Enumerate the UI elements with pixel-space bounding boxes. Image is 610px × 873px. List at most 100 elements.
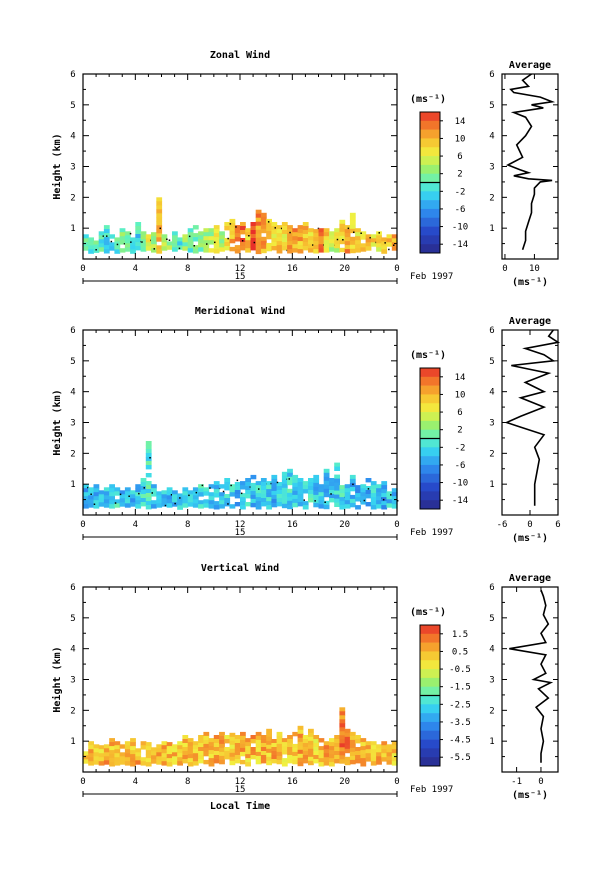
meridional-heatmap-cell: [370, 493, 377, 498]
vertical-heatmap-cell: [308, 744, 314, 750]
vertical-heatmap-cell: [219, 747, 225, 753]
meridional-heatmap-cell: [135, 496, 142, 501]
vertical-heatmap-cell: [192, 753, 199, 758]
meridional-heatmap-cell: [370, 481, 377, 486]
zonal-average-y-tick-label: 2: [489, 193, 494, 203]
meridional-heatmap-cell: [287, 488, 293, 494]
vertical-heatmap-cell: [276, 743, 283, 749]
vertical-heatmap-cell: [234, 747, 241, 752]
meridional-heatmap-cell: [287, 492, 293, 498]
meridional-heatmap-cell: [145, 489, 152, 494]
meridional-heatmap-cell: [276, 494, 283, 499]
meridional-heatmap-cell: [271, 502, 278, 508]
vertical-heatmap-cell: [140, 741, 147, 746]
zonal-colorbar-swatch: [420, 217, 440, 227]
zonal-heatmap-cell: [130, 245, 136, 250]
vertical-heatmap-cell: [386, 744, 393, 749]
vertical-y-tick-label: 5: [70, 614, 75, 624]
zonal-heatmap-cell: [381, 237, 388, 242]
vertical-heatmap-cell: [334, 743, 340, 748]
zonal-contour-dot: [235, 226, 237, 228]
zonal-heatmap-cell: [83, 242, 89, 247]
zonal-heatmap-cell: [166, 241, 173, 246]
meridional-heatmap-cell: [360, 500, 367, 505]
vertical-heatmap-cell: [391, 761, 398, 766]
vertical-heatmap-cell: [302, 739, 309, 744]
vertical-heatmap-cell: [355, 747, 361, 752]
zonal-heatmap-cell: [135, 226, 142, 231]
zonal-heatmap-cell: [103, 249, 110, 254]
meridional-heatmap-cell: [365, 490, 372, 495]
vertical-heatmap-cell: [88, 745, 94, 750]
vertical-heatmap-cell: [93, 748, 100, 753]
meridional-heatmap-cell: [370, 497, 377, 502]
meridional-contour-dot: [288, 478, 290, 480]
meridional-heatmap-cell: [83, 504, 89, 509]
meridional-heatmap-cell: [98, 490, 105, 495]
vertical-heatmap-cell: [124, 753, 131, 758]
vertical-heatmap-cell: [376, 756, 382, 761]
meridional-heatmap-cell: [145, 485, 152, 490]
vertical-heatmap-cell: [182, 735, 189, 740]
vertical-heatmap-cell: [88, 761, 94, 766]
zonal-heatmap-cell: [260, 236, 267, 242]
meridional-day-label: 15: [235, 528, 246, 538]
meridional-heatmap-cell: [208, 492, 215, 497]
meridional-x-tick-label: 8: [185, 520, 190, 530]
vertical-heatmap-cell: [297, 729, 304, 735]
meridional-heatmap-cell: [292, 482, 299, 488]
zonal-heatmap-cell: [318, 232, 325, 237]
vertical-heatmap-cell: [229, 756, 236, 762]
meridional-heatmap-cell: [192, 491, 199, 496]
vertical-heatmap-cell: [260, 751, 267, 756]
vertical-heatmap-cell: [334, 751, 340, 756]
vertical-heatmap-cell: [260, 747, 267, 752]
vertical-heatmap-cell: [281, 742, 288, 747]
meridional-average-y-tick-label: 6: [489, 326, 494, 336]
vertical-colorbar-tick-label: 0.5: [452, 647, 468, 657]
zonal-heatmap-cell: [250, 222, 257, 227]
zonal-heatmap-cell: [318, 244, 325, 249]
zonal-heatmap-cell: [240, 230, 246, 235]
vertical-heatmap-cell: [240, 739, 246, 745]
zonal-colorbar-tick-label: -2: [455, 187, 466, 197]
vertical-heatmap-cell: [166, 758, 173, 763]
meridional-heatmap-cell: [334, 498, 340, 503]
vertical-heatmap-cell: [224, 735, 231, 740]
zonal-heatmap-cell: [213, 229, 220, 234]
vertical-heatmap-cell: [339, 755, 346, 760]
zonal-heatmap-cell: [344, 233, 351, 238]
zonal-heatmap-cell: [355, 244, 361, 249]
zonal-heatmap-cell: [344, 249, 351, 254]
zonal-heatmap-cell: [260, 220, 267, 226]
zonal-heatmap-cell: [229, 218, 236, 224]
vertical-heatmap-cell: [130, 762, 136, 767]
meridional-heatmap-cell: [198, 484, 204, 489]
zonal-heatmap-cell: [213, 233, 220, 238]
vertical-heatmap-cell: [329, 738, 335, 743]
zonal-heatmap-cell: [119, 236, 126, 241]
vertical-heatmap-cell: [292, 755, 299, 761]
vertical-x-tick-label: 16: [287, 777, 298, 787]
meridional-heatmap-cell: [88, 487, 94, 492]
vertical-heatmap-cell: [109, 746, 115, 751]
zonal-heatmap-cell: [297, 225, 304, 230]
meridional-contour-dot: [174, 502, 176, 505]
zonal-heatmap-cell: [234, 245, 241, 250]
vertical-heatmap-cell: [376, 744, 382, 749]
vertical-heatmap-cell: [344, 744, 351, 750]
zonal-heatmap-cell: [234, 237, 241, 242]
zonal-heatmap-cell: [376, 243, 382, 248]
meridional-heatmap-cell: [376, 488, 382, 493]
meridional-heatmap-cell: [245, 502, 251, 507]
meridional-average-y-tick-label: 3: [489, 419, 494, 429]
meridional-heatmap-cell: [297, 498, 304, 503]
meridional-heatmap-cell: [308, 494, 314, 499]
zonal-heatmap-cell: [287, 249, 293, 254]
zonal-heatmap-cell: [255, 233, 262, 239]
vertical-average-panel: Average 1 2 3 4 5 6 -1 0 (ms⁻¹): [489, 573, 559, 801]
vertical-heatmap-cell: [281, 750, 288, 755]
vertical-heatmap-cell: [349, 751, 356, 757]
zonal-heatmap-cell: [302, 242, 309, 247]
zonal-heatmap-cell: [302, 246, 309, 251]
